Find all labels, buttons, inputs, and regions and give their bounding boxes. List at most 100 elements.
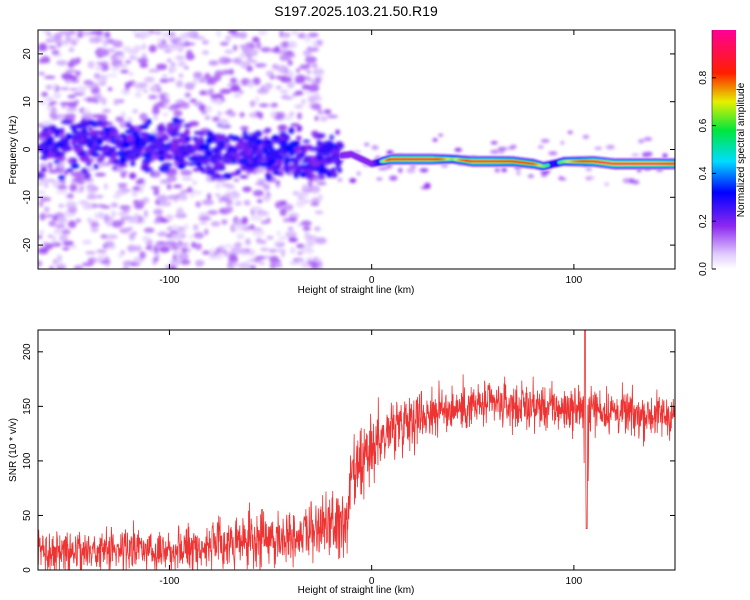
spectrogram-noise-blob [63,170,68,176]
spectrogram-noise-blob [212,116,220,122]
spectrogram-noise-blob [233,57,242,65]
spectrogram-band-blob [113,130,119,136]
spectrogram-band-blob [279,135,288,141]
colorbar-tick-label: 0.8 [698,70,709,84]
spectrogram-band-blob [125,121,132,128]
spectrogram-noise-blob [60,87,70,91]
spectrogram-noise-blob [77,85,87,94]
spectrogram-noise-blob [153,245,159,254]
spectrogram-noise-blob [156,87,162,93]
spectrogram-noise-blob [313,226,321,232]
spectrogram-noise-blob [304,232,311,237]
spectrogram-band-blob [100,130,106,135]
spectrogram-noise-blob [239,112,245,118]
spectrogram-noise-blob [186,49,193,58]
spectrogram-band-blob [73,147,83,153]
spectrogram-band-blob [330,150,337,155]
spectrogram-noise-blob [183,42,196,46]
spectrogram-noise-blob [199,220,208,225]
spectrogram-noise-blob [110,66,120,72]
spectrogram-band-blob [250,135,258,143]
spectrogram-noise-blob [305,56,317,64]
spectrogram-noise-blob [156,37,163,43]
spectrogram-noise-blob [240,78,250,86]
spectrogram-noise-blob [58,203,65,209]
spectrogram-noise-blob [163,49,172,53]
spectrogram-band-blob [335,165,341,170]
spectrogram-noise-blob [198,212,210,217]
spectrogram-noise-blob [49,265,55,269]
spectrogram-noise-blob [210,94,219,100]
spectrogram-band-blob [79,137,85,143]
spectrogram-noise-blob [94,172,106,177]
colorbar-tick-label: 0.4 [698,166,709,180]
spectrogram-noise-blob [316,173,326,181]
spectrogram-band-blob [51,128,62,134]
spectrogram-noise-blob [303,34,312,43]
spectrogram-noise-blob [560,141,565,145]
spectrogram-ridge-cell [672,162,675,165]
spectrogram-band-blob [102,137,109,141]
spectrogram-noise-blob [80,30,93,36]
spectrogram-band-blob [53,142,59,150]
spectrogram-noise-blob [127,217,139,224]
spectrogram-noise-blob [310,47,319,52]
spectrogram-band-blob [101,146,107,150]
spectrogram-band-blob [293,140,301,146]
spectrogram-noise-blob [55,189,68,195]
spectrogram-noise-blob [306,235,318,241]
spectrogram-noise-blob [311,63,318,69]
spectrogram-noise-blob [233,93,242,98]
spectrogram-band-blob [283,145,293,153]
spectrogram-noise-blob [52,83,57,91]
spectrogram-noise-blob [180,189,189,194]
spectrogram-noise-blob [376,177,383,181]
spectrogram-noise-blob [101,205,111,209]
spectrogram-ridge [339,149,675,172]
spectrogram-noise-blob [82,108,90,114]
spectrogram-noise-blob [86,194,98,200]
spectrogram-band-blob [193,131,202,135]
spectrogram-noise-blob [252,189,264,197]
spectrogram-noise-blob [307,32,319,38]
spectrogram-noise-blob [201,199,214,206]
spectrogram-noise-blob [193,232,205,239]
spectrogram-noise-blob [243,199,251,206]
spectrogram-noise-blob [227,111,237,117]
spectrogram-noise-blob [255,110,260,116]
spectrogram-noise-blob [87,60,95,69]
colorbar-gradient [712,30,736,269]
spectrogram-noise-blob [152,104,160,110]
spectrogram-noise-blob [58,263,67,269]
spectrogram-noise-blob [86,183,96,191]
spectrogram-band-blob [143,152,152,159]
spectrogram-noise-blob [145,246,151,250]
spectrogram-noise-blob [490,149,500,154]
spectrogram-band-blob [283,167,290,171]
spectrogram-noise-blob [271,63,279,70]
spectrogram-noise-blob [177,60,187,67]
x-tick-label: 100 [566,576,583,587]
spectrogram-noise-blob [272,102,278,107]
spectrogram-noise-blob [216,30,222,38]
spectrogram-band-blob [207,150,213,157]
spectrogram-band-blob [126,135,135,143]
spectrogram-noise-blob [260,220,269,225]
spectrogram-noise-blob [178,253,189,261]
spectrogram-noise-blob [186,162,198,166]
spectrogram-band-blob [175,158,186,163]
spectrogram-band-blob [308,145,314,152]
spectrogram-noise-blob [104,213,109,221]
spectrogram-noise-blob [202,250,211,255]
spectrogram-noise-blob [143,89,148,93]
snr-y-axis: 0 50 100 150 200 [22,343,675,573]
spectrogram-noise-blob [219,88,232,94]
spectrogram-noise-blob [127,260,132,266]
spectrogram-noise-blob [537,145,544,149]
spectrogram-noise-blob [230,246,243,255]
spectrogram-noise-blob [233,44,238,52]
spectrogram-noise-blob [65,69,77,73]
spectrogram-noise-blob [69,87,79,91]
spectrogram-noise-blob [119,227,130,234]
spectrogram-band-blob [337,142,345,149]
